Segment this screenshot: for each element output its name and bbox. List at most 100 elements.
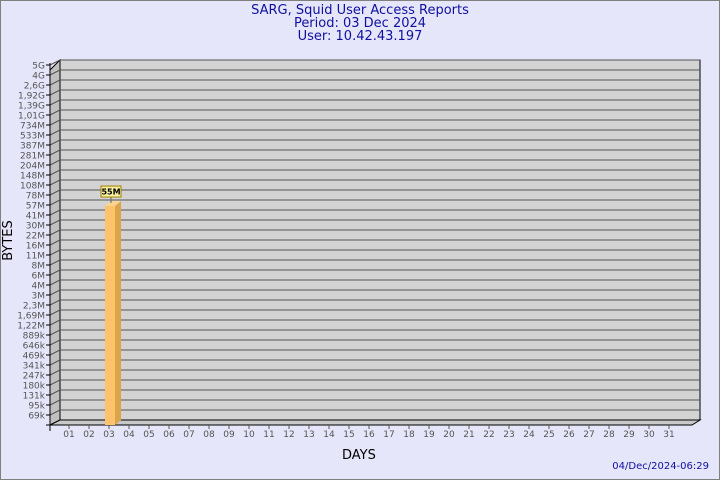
y-tick-label: 1,92G — [18, 92, 45, 102]
y-tick-label: 4G — [32, 72, 45, 82]
gridline-depth — [49, 399, 61, 406]
y-tick-label: 387M — [20, 142, 45, 152]
x-tick-label: 18 — [403, 430, 415, 440]
y-tick-label: 78M — [26, 192, 45, 202]
gridline-depth — [49, 259, 61, 266]
y-tick-label: 16M — [26, 242, 45, 252]
gridline-depth — [49, 169, 61, 176]
chart-title: SARG, Squid User Access Reports — [251, 3, 469, 18]
gridline-depth — [49, 129, 61, 136]
gridline-depth — [49, 289, 61, 296]
gridline-depth — [49, 229, 61, 236]
y-tick-label: 148M — [20, 172, 45, 182]
gridline-depth — [49, 359, 61, 366]
x-tick-label: 06 — [163, 430, 175, 440]
y-tick-label: 3M — [32, 292, 46, 302]
y-tick-label: 1,69M — [17, 312, 45, 322]
x-tick-label: 13 — [303, 430, 314, 440]
gridline-depth — [49, 249, 61, 256]
y-tick-label: 8M — [32, 262, 46, 272]
gridline-depth — [49, 59, 61, 66]
x-tick-label: 08 — [203, 430, 215, 440]
gridline-depth — [49, 279, 61, 286]
y-tick-label: 341k — [23, 362, 46, 372]
x-tick-label: 02 — [83, 430, 94, 440]
y-tick-label: 5G — [32, 62, 45, 72]
y-tick-label: 247k — [23, 372, 46, 382]
x-tick-label: 09 — [223, 430, 235, 440]
y-tick-label: 69k — [28, 412, 45, 422]
gridline-depth — [49, 269, 61, 276]
y-tick-label: 734M — [20, 122, 45, 132]
y-tick-label: 180k — [23, 382, 46, 392]
y-tick-label: 11M — [26, 252, 45, 262]
y-tick-label: 131k — [23, 392, 46, 402]
gridline-depth — [49, 369, 61, 376]
gridline-depth — [49, 349, 61, 356]
y-tick-label: 889k — [23, 332, 46, 342]
gridline-depth — [49, 329, 61, 336]
gridline-depth — [49, 319, 61, 326]
gridline-depth — [49, 299, 61, 306]
y-tick-label: 469k — [23, 352, 46, 362]
plot-floor — [49, 419, 702, 426]
x-tick-label: 19 — [423, 430, 435, 440]
x-tick-label: 16 — [363, 430, 375, 440]
gridline-depth — [49, 239, 61, 246]
y-tick-label: 533M — [20, 132, 45, 142]
gridline-depth — [49, 189, 61, 196]
gridline-depth — [49, 409, 61, 416]
bar-label-box — [100, 185, 122, 198]
x-tick-label: 12 — [283, 430, 294, 440]
x-tick-label: 07 — [183, 430, 194, 440]
gridline-depth — [49, 69, 61, 76]
gridline-depth — [49, 309, 61, 316]
x-tick-label: 28 — [603, 430, 615, 440]
x-tick-label: 20 — [443, 430, 455, 440]
gridline-depth — [49, 389, 61, 396]
x-tick-label: 25 — [543, 430, 554, 440]
gridline-depth — [49, 379, 61, 386]
gridline-depth — [49, 139, 61, 146]
x-tick-label: 21 — [463, 430, 474, 440]
x-tick-label: 03 — [103, 430, 114, 440]
y-tick-label: 1,22M — [17, 322, 45, 332]
x-axis-label: DAYS — [342, 448, 376, 463]
chart-user: User: 10.42.43.197 — [297, 29, 423, 44]
gridline-depth — [49, 159, 61, 166]
y-axis-label: BYTES — [0, 220, 16, 261]
x-tick-label: 11 — [263, 430, 274, 440]
gridline-depth — [49, 219, 61, 226]
y-tick-label: 30M — [26, 222, 45, 232]
x-tick-label: 14 — [323, 430, 335, 440]
y-tick-label: 646k — [23, 342, 46, 352]
x-tick-label: 10 — [243, 430, 255, 440]
y-tick-label: 1,39G — [18, 102, 45, 112]
y-tick-label: 1,01G — [18, 112, 45, 122]
y-tick-label: 57M — [26, 202, 45, 212]
x-tick-label: 17 — [383, 430, 394, 440]
gridline-depth — [49, 109, 61, 116]
y-tick-label: 6M — [32, 272, 46, 282]
x-tick-label: 31 — [663, 430, 674, 440]
y-tick-label: 204M — [20, 162, 45, 172]
y-tick-label: 108M — [20, 182, 45, 192]
y-tick-label: 2,3M — [23, 302, 45, 312]
y-tick-label: 2,6G — [24, 82, 45, 92]
chart-period: Period: 03 Dec 2024 — [293, 16, 427, 31]
bar-value-label: 55M — [101, 188, 120, 197]
gridline-depth — [49, 179, 61, 186]
y-tick-label: 4M — [32, 282, 46, 292]
y-tick-label: 95k — [28, 402, 45, 412]
x-tick-label: 22 — [483, 430, 494, 440]
x-tick-label: 24 — [523, 430, 535, 440]
bar-top — [105, 201, 121, 207]
gridline-depth — [49, 209, 61, 216]
x-tick-label: 29 — [623, 430, 635, 440]
x-tick-label: 23 — [503, 430, 514, 440]
x-tick-label: 01 — [63, 430, 74, 440]
y-tick-label: 22M — [26, 232, 45, 242]
gridline-depth — [49, 119, 61, 126]
gridline-depth — [49, 79, 61, 86]
